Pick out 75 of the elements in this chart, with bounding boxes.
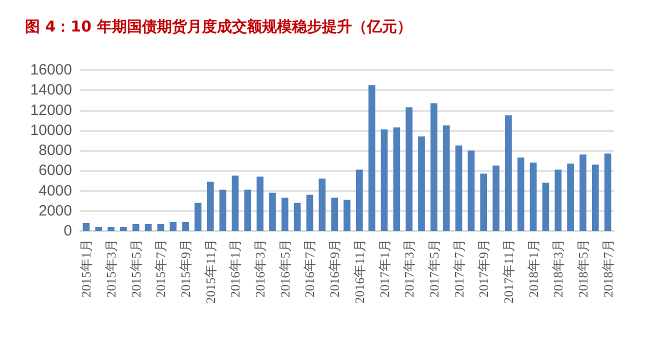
bar: [406, 107, 413, 231]
bar: [331, 198, 338, 231]
x-tick-label: 2016年7月: [302, 239, 318, 298]
bar: [82, 222, 90, 231]
bar: [219, 190, 226, 231]
x-tick-label: 2015年7月: [153, 239, 168, 298]
bar: [144, 224, 152, 231]
x-tick-label: 2016年3月: [252, 239, 268, 298]
y-tick-label: 12000: [30, 102, 72, 119]
y-tick-label: 8000: [38, 142, 72, 159]
y-tick-label: 4000: [38, 182, 72, 200]
bar: [567, 164, 574, 231]
x-tick-label: 2016年5月: [277, 239, 292, 298]
x-tick-label: 2017年7月: [451, 239, 466, 298]
bar: [592, 164, 599, 231]
bar: [269, 192, 276, 231]
bar: [368, 85, 376, 231]
bar: [120, 226, 127, 231]
bar: [442, 125, 450, 231]
x-tick-label: 2017年3月: [402, 239, 417, 298]
bar: [294, 202, 301, 231]
bar: [244, 190, 252, 231]
bar: [517, 158, 524, 231]
bar: [281, 198, 288, 231]
chart-title: 图 4：10 年期国债期货月度成交额规模稳步提升（亿元）: [25, 18, 412, 36]
bar: [554, 170, 562, 231]
x-tick-label: 2016年1月: [228, 239, 243, 298]
bar: [256, 176, 264, 231]
bar: [318, 178, 326, 231]
bar: [393, 127, 400, 231]
x-tick-label: 2018年1月: [526, 239, 541, 298]
x-tick-label: 2015年9月: [178, 239, 194, 298]
x-tick-label: 2018年7月: [600, 239, 616, 298]
x-tick-label: 2015年3月: [104, 239, 119, 298]
bar: [542, 182, 550, 231]
bar: [206, 182, 214, 231]
x-tick-label: 2015年5月: [128, 239, 144, 298]
x-tick-label: 2015年11月: [202, 239, 218, 304]
bar: [232, 176, 239, 231]
x-tick-label: 2017年1月: [376, 239, 392, 298]
bar: [530, 162, 537, 231]
y-tick-label: 6000: [38, 162, 72, 180]
bar: [505, 115, 512, 231]
bar: [604, 154, 612, 231]
bar: [95, 226, 102, 231]
y-tick-label: 14000: [30, 82, 72, 99]
x-tick-label: 2017年5月: [426, 239, 442, 298]
y-tick-label: 16000: [30, 62, 72, 78]
bar: [492, 166, 500, 231]
y-tick-label: 0: [64, 222, 72, 240]
bar: [170, 222, 177, 231]
bar: [430, 103, 438, 231]
x-tick-label: 2018年5月: [575, 239, 590, 298]
bar: [344, 200, 350, 231]
bar: [182, 222, 189, 231]
bar: [108, 226, 114, 231]
bar: [132, 224, 140, 231]
bar: [380, 129, 388, 231]
y-tick-label: 2000: [38, 202, 72, 220]
y-tick-label: 10000: [30, 122, 72, 139]
x-tick-label: 2016年9月: [327, 239, 342, 298]
x-tick-label: 2015年1月: [78, 239, 94, 298]
bar: [480, 174, 488, 231]
bar: [580, 154, 586, 231]
bar: [157, 224, 164, 231]
x-tick-label: 2017年11月: [500, 239, 516, 304]
bar: [418, 136, 425, 231]
bar: [455, 145, 462, 231]
x-tick-label: 2017年9月: [476, 239, 492, 298]
bar: [194, 202, 202, 231]
bar: [356, 170, 363, 231]
bar: [468, 150, 475, 231]
x-tick-label: 2018年3月: [550, 239, 566, 298]
x-tick-label: 2016年11月: [352, 239, 367, 304]
bar: [306, 194, 314, 231]
